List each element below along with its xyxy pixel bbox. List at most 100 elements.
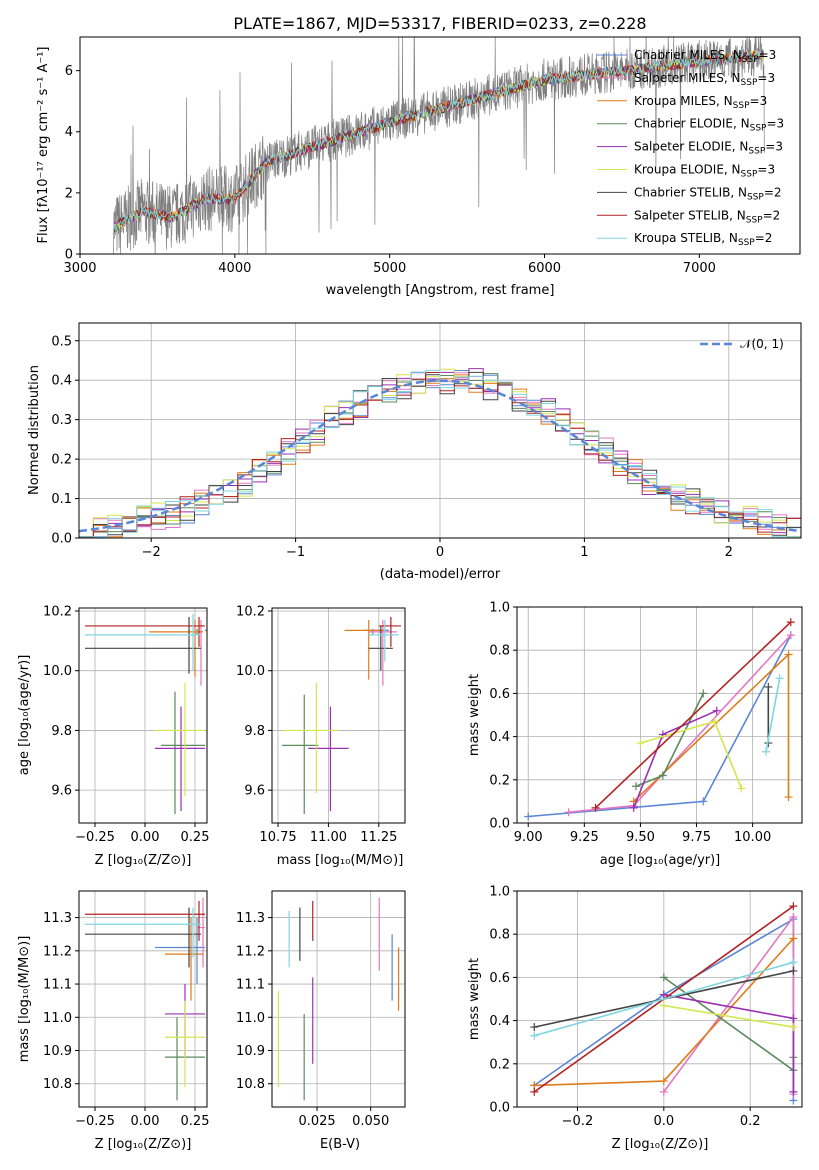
weight-point-salpeter-elodie [789, 1087, 798, 1096]
legend-label-salpeter-stelib: Salpeter STELIB, NSSP=2 [634, 208, 780, 225]
x-tick-label: 7000 [683, 261, 716, 276]
weight-point-chabrier-stelib [789, 966, 798, 975]
y-axis-label: mass [log₁₀(M/M⊙)] [17, 936, 32, 1063]
weight-point-chabrier-stelib [764, 682, 773, 691]
weight-point-kroupa-stelib [530, 1031, 539, 1040]
legend-label-salpeter-miles: Salpeter MILES, NSSP=3 [634, 71, 775, 88]
x-tick-label: −0.2 [562, 1114, 594, 1129]
y-tick-label: 10.0 [236, 664, 265, 679]
legend-label-chabrier-elodie: Chabrier ELODIE, NSSP=3 [634, 117, 784, 134]
weight-point-chabrier-elodie [699, 689, 708, 698]
legend-label-chabrier-miles: Chabrier MILES, NSSP=3 [634, 48, 776, 65]
weight-point-chabrier-elodie [631, 782, 640, 791]
weight-point-chabrier-stelib [530, 1023, 539, 1032]
y-tick-label: 9.6 [51, 784, 72, 799]
x-tick-label: 0.0 [653, 1114, 674, 1129]
weight-point-salpeter-miles [786, 631, 795, 640]
marks [282, 616, 401, 815]
axes-frame [78, 890, 208, 1108]
ticks: −0.2 0.0 0.2 0.0 0.2 0.4 0.6 0.8 1.0 [489, 885, 760, 1130]
axes-frame [271, 607, 406, 824]
marks [85, 613, 207, 815]
weight-point-kroupa-elodie [737, 784, 746, 793]
y-tick-label: 0.4 [489, 730, 510, 745]
x-tick-label: 9.00 [514, 830, 543, 845]
x-tick-label: 0.050 [352, 1114, 389, 1129]
weight-point-kroupa-stelib [789, 958, 798, 967]
x-tick-label: 0.00 [131, 830, 160, 845]
y-tick-label: 10.0 [43, 664, 72, 679]
y-tick-label: 0.0 [489, 1101, 510, 1116]
axes-frame [78, 607, 208, 824]
ticks: 10.75 11.00 11.25 9.6 9.8 10.0 10.2 [236, 604, 397, 845]
x-tick-label: 11.00 [310, 830, 347, 845]
ticks: −0.25 0.00 0.25 9.6 9.8 10.0 10.2 [43, 604, 209, 845]
weight-point-salpeter-stelib [786, 618, 795, 627]
ticks: 9.00 9.25 9.50 9.75 10.00 0.0 0.2 0.4 0.6 0.8 1.0 [489, 601, 771, 846]
weight-point-salpeter-miles [659, 1087, 668, 1096]
weight-point-salpeter-stelib [789, 902, 798, 911]
legend-label-kroupa-elodie: Kroupa ELODIE, NSSP=3 [634, 163, 775, 180]
y-axis-label: mass weight [467, 674, 482, 756]
grid [79, 891, 207, 1107]
x-tick-label: 6000 [528, 261, 561, 276]
weight-point-salpeter-miles [564, 808, 573, 817]
y-tick-label: 10.9 [43, 1044, 72, 1059]
y-tick-label: 10.9 [236, 1044, 265, 1059]
weight-point-chabrier-elodie [659, 973, 668, 982]
legend-label-kroupa-miles: Kroupa MILES, NSSP=3 [634, 94, 767, 111]
y-tick-label: 1.0 [489, 885, 510, 900]
weight-point-kroupa-elodie [659, 1001, 668, 1010]
y-tick-label: 0 [65, 248, 73, 263]
x-axis-label: mass [log₁₀(M/M⊙)] [277, 853, 404, 868]
grid [79, 608, 207, 823]
weight-point-kroupa-miles [789, 934, 798, 943]
y-tick-label: 0.6 [489, 687, 510, 702]
weight-line-kroupa-miles [633, 652, 790, 802]
axes-frame [516, 890, 803, 1108]
weight-point-salpeter-elodie [789, 1014, 798, 1023]
weight-point-kroupa-miles [784, 650, 793, 659]
legend-label-chabrier-stelib: Chabrier STELIB, NSSP=2 [634, 185, 782, 202]
weight-line-kroupa-elodie [663, 1004, 794, 1028]
weight-point-kroupa-elodie [710, 717, 719, 726]
y-tick-label: 11.2 [236, 944, 265, 959]
x-axis-label: age [log₁₀(age/yr)] [600, 853, 721, 868]
weight-point-chabrier-miles [524, 812, 533, 821]
x-tick-label: 2 [725, 545, 733, 560]
marks [277, 897, 400, 1101]
y-tick-label: 0.6 [489, 971, 510, 986]
weight-line-kroupa-stelib [765, 678, 781, 752]
y-tick-label: 10.2 [43, 604, 72, 619]
y-tick-label: 9.6 [244, 784, 265, 799]
legend-label-salpeter-elodie: Salpeter ELODIE, NSSP=3 [634, 140, 783, 157]
legend-normal-label: 𝒩(0, 1) [740, 337, 784, 351]
marks [530, 902, 798, 1105]
spectrum-legend: Chabrier MILES, NSSP=3 Salpeter MILES, NS… [597, 48, 784, 248]
weight-point-chabrier-miles [699, 797, 708, 806]
x-tick-label: 0.00 [131, 1114, 160, 1129]
mass-weight-vs-Z-panel: −0.2 0.0 0.2 0.0 0.2 0.4 0.6 0.8 1.0 Z [log₁₀(Z/Z… [467, 885, 803, 1152]
y-tick-label: 6 [65, 64, 73, 79]
y-tick-label: 1.0 [489, 601, 510, 616]
grid [272, 891, 405, 1107]
x-tick-label: 10.00 [734, 830, 771, 845]
x-tick-label: 9.50 [626, 830, 655, 845]
weight-line-chabrier-miles [528, 634, 792, 818]
weight-point-kroupa-elodie [789, 1023, 798, 1032]
age-vs-Z-panel: −0.25 0.00 0.25 9.6 9.8 10.0 10.2 Z [log₁₀(Z/Z⊙… [17, 604, 209, 868]
x-tick-label: −2 [142, 545, 161, 560]
spectrum-axes-frame [79, 36, 801, 255]
y-tick-label: 11.3 [236, 911, 265, 926]
mass-vs-EBV-panel: 0.025 0.050 10.8 10.9 11.0 11.1 11.2 11.3 E(B-V) [236, 890, 406, 1152]
y-tick-label: 0.0 [51, 532, 72, 547]
histogram-legend: 𝒩(0, 1) [700, 337, 784, 351]
ticks: −0.25 0.00 0.25 10.8 10.9 11.0 11.1 11.2 11.3 [43, 911, 209, 1129]
y-tick-label: 2 [65, 186, 73, 201]
x-tick-label: 10.75 [259, 830, 296, 845]
spectrum-ylabel: Flux [fλ10⁻¹⁷ erg cm⁻² s⁻¹ A⁻¹] [36, 47, 51, 244]
y-tick-label: 11.0 [236, 1011, 265, 1026]
ticks: 0.025 0.050 10.8 10.9 11.0 11.1 11.2 11.3 [236, 911, 389, 1129]
weight-line-salpeter-stelib [594, 621, 792, 809]
y-tick-label: 11.3 [43, 911, 72, 926]
